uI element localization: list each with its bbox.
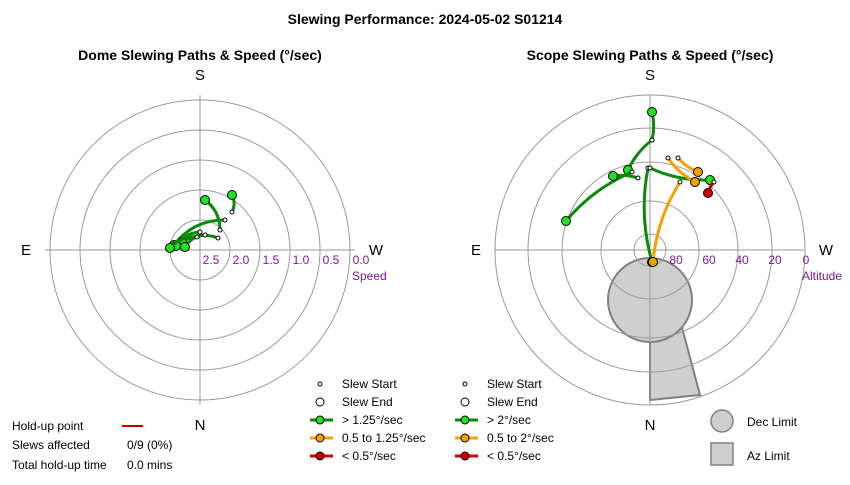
dec-limit-legend-marker [710, 409, 734, 433]
dome-tick-label: 1.0 [293, 253, 310, 267]
legend-end-label: Slew End [487, 395, 538, 409]
slew-start-marker [202, 232, 208, 238]
slew-path [626, 138, 654, 172]
scope-compass-n: N [645, 417, 656, 434]
scope-tick-label: 80 [669, 253, 683, 267]
slews-affected-label: Slews affected [12, 438, 90, 452]
dome-legend: Slew Start Slew End > 1.25°/sec 0.5 to 1… [310, 377, 426, 463]
dome-radial-ticks: 2.5 2.0 1.5 1.0 0.5 0.0 [203, 253, 370, 267]
slew-end-marker [180, 242, 190, 252]
slew-end-marker [647, 107, 657, 117]
slew-end-marker [561, 216, 571, 226]
scope-tick-label: 40 [735, 253, 749, 267]
scope-compass-e: E [471, 242, 481, 259]
az-limit-legend-label: Az Limit [747, 449, 790, 463]
scope-compass-s: S [645, 67, 655, 84]
total-holdup-label: Total hold-up time [12, 458, 107, 472]
dome-tick-label: 0.5 [323, 253, 340, 267]
scope-slew-paths [561, 107, 717, 267]
dec-limit-region [607, 257, 702, 402]
legend-start-marker [317, 381, 323, 387]
legend-slow-label: < 0.5°/sec [342, 449, 396, 463]
total-holdup-value: 0.0 mins [127, 458, 172, 472]
holdup-label: Hold-up point [12, 419, 84, 433]
scope-title: Scope Slewing Paths & Speed (°/sec) [527, 47, 774, 63]
slew-path [564, 170, 634, 223]
legend-start-label: Slew Start [487, 377, 542, 391]
slew-end-marker [200, 195, 210, 205]
slew-start-marker [229, 209, 235, 215]
slew-end-marker [165, 243, 175, 253]
legend-slow-label: < 0.5°/sec [487, 449, 541, 463]
dome-slew-paths [165, 190, 237, 253]
chart-title: Slewing Performance: 2024-05-02 S01214 [288, 11, 563, 27]
legend-end-label: Slew End [342, 395, 393, 409]
slew-start-marker [675, 155, 681, 161]
slew-path [651, 180, 682, 264]
scope-tick-label: 20 [768, 253, 782, 267]
legend-end-marker [460, 397, 470, 407]
legend-slow-marker [460, 451, 470, 461]
slew-start-marker [194, 234, 200, 240]
legend-medium-marker [460, 433, 470, 443]
slew-start-marker [197, 229, 203, 235]
slews-affected-value: 0/9 (0%) [127, 438, 172, 452]
dome-compass-s: S [195, 67, 205, 84]
legend-fast-marker [315, 415, 325, 425]
scope-legend: Slew Start Slew End > 2°/sec 0.5 to 2°/s… [455, 377, 798, 466]
scope-radial-ticks: 80 60 40 20 0 [669, 253, 809, 267]
dome-compass-w: W [369, 242, 384, 259]
slew-start-marker [649, 137, 655, 143]
legend-slow-marker [315, 451, 325, 461]
scope-tick-label: 0 [803, 253, 810, 267]
scope-radial-label: Altitude [802, 269, 842, 283]
scope-panel: Scope Slewing Paths & Speed (°/sec) S N … [471, 47, 842, 434]
legend-end-marker [315, 397, 325, 407]
slew-end-marker [690, 177, 700, 187]
legend-start-label: Slew Start [342, 377, 397, 391]
legend-fast-label: > 2°/sec [487, 413, 531, 427]
holdup-summary: Hold-up point Slews affected 0/9 (0%) To… [12, 419, 172, 472]
slew-path [648, 166, 712, 182]
legend-medium-label: 0.5 to 2°/sec [487, 431, 554, 445]
slew-end-marker [227, 190, 237, 200]
legend-medium-label: 0.5 to 1.25°/sec [342, 431, 426, 445]
legend-medium-marker [315, 433, 325, 443]
slew-end-marker [608, 171, 618, 181]
legend-start-marker [462, 381, 468, 387]
scope-compass-w: W [819, 242, 834, 259]
az-limit-legend-marker [710, 442, 734, 466]
slew-start-marker [222, 217, 228, 223]
dome-compass-n: N [195, 417, 206, 434]
legend-fast-marker [460, 415, 470, 425]
dec-limit-legend-label: Dec Limit [747, 415, 798, 429]
legend-fast-label: > 1.25°/sec [342, 413, 403, 427]
dome-tick-label: 0.0 [353, 253, 370, 267]
slew-end-marker [648, 257, 658, 267]
slew-start-marker [629, 169, 635, 175]
slew-end-marker [693, 167, 703, 177]
dome-compass-e: E [21, 242, 31, 259]
scope-tick-label: 60 [702, 253, 716, 267]
slew-start-marker [677, 179, 683, 185]
slew-start-marker [711, 179, 717, 185]
dome-panel: Dome Slewing Paths & Speed (°/sec) S N E… [21, 47, 387, 434]
slew-path [642, 166, 654, 264]
slew-start-marker [217, 227, 223, 233]
slew-start-marker [665, 155, 671, 161]
slew-end-marker [703, 188, 713, 198]
dome-polar-grid [45, 95, 355, 405]
dome-title: Dome Slewing Paths & Speed (°/sec) [78, 47, 322, 63]
dome-tick-label: 1.5 [263, 253, 280, 267]
dome-radial-label: Speed [352, 269, 387, 283]
dome-tick-label: 2.0 [233, 253, 250, 267]
slew-start-marker [647, 165, 653, 171]
slew-start-marker [635, 175, 641, 181]
slew-start-marker [215, 235, 221, 241]
dome-tick-label: 2.5 [203, 253, 220, 267]
